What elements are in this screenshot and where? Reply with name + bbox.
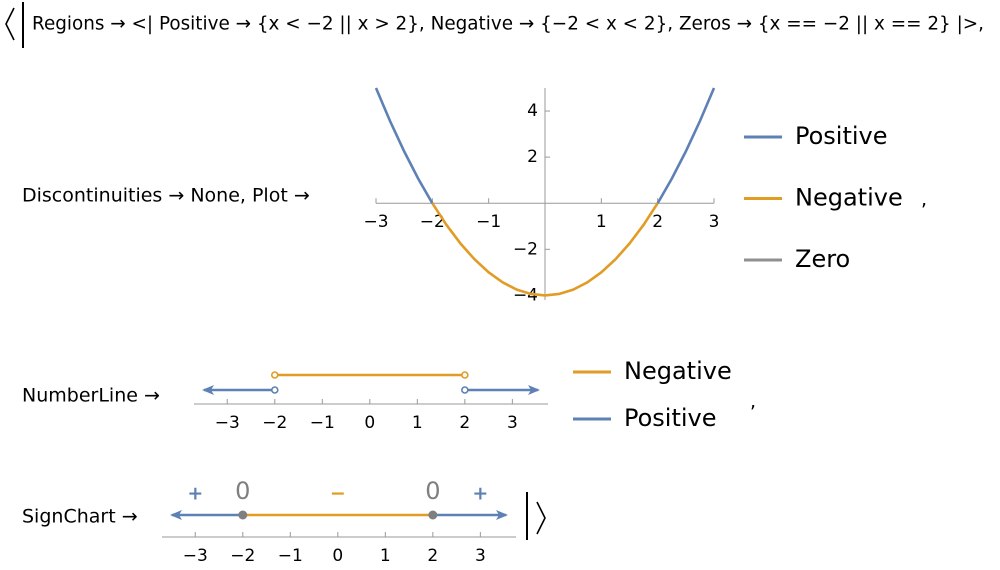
x-tick-label: −2 xyxy=(262,413,287,433)
legend-label: Positive xyxy=(795,122,888,150)
regions-line: Regions → <| Positive → {x < −2 || x > 2… xyxy=(32,13,984,35)
legend-label: Positive xyxy=(624,404,717,432)
y-tick-label: −2 xyxy=(513,239,538,259)
x-tick-label: −1 xyxy=(310,413,335,433)
sign-label: + xyxy=(472,483,488,505)
y-tick-label: 2 xyxy=(527,147,538,167)
open-end xyxy=(461,386,469,394)
x-tick-label: 1 xyxy=(380,546,391,566)
x-tick-label: 3 xyxy=(507,413,518,433)
arrow-head xyxy=(202,385,214,395)
separator: , xyxy=(921,189,927,211)
x-tick-label: −3 xyxy=(183,546,208,566)
x-tick-label: 3 xyxy=(475,546,486,566)
sign-label: − xyxy=(330,483,346,505)
x-tick-label: 0 xyxy=(332,546,343,566)
y-tick-label: 4 xyxy=(527,101,538,121)
zero-label: 0 xyxy=(235,477,250,505)
numberline-label: NumberLine → xyxy=(22,385,160,407)
open-end xyxy=(270,371,279,379)
x-tick-label: −2 xyxy=(230,546,255,566)
x-tick-label: −2 xyxy=(420,212,445,232)
arrow-head xyxy=(496,510,508,520)
x-tick-label: 0 xyxy=(364,413,375,433)
zero-label: 0 xyxy=(425,477,440,505)
curve xyxy=(431,202,659,297)
close-angle xyxy=(536,501,546,535)
x-tick-label: 1 xyxy=(412,413,423,433)
x-tick-label: 2 xyxy=(459,413,470,433)
x-tick-label: −1 xyxy=(278,546,303,566)
legend-label: Negative xyxy=(795,184,903,212)
x-tick-label: 3 xyxy=(709,212,720,232)
sign-label: + xyxy=(187,483,203,505)
x-tick-label: 2 xyxy=(652,212,663,232)
x-tick-label: −3 xyxy=(363,212,388,232)
separator: , xyxy=(750,391,756,413)
legend-label: Negative xyxy=(624,357,732,385)
arrow-head xyxy=(170,510,182,520)
plot-label: Discontinuities → None, Plot → xyxy=(22,185,310,207)
x-tick-label: 1 xyxy=(596,212,607,232)
curve xyxy=(374,87,716,204)
x-tick-label: −3 xyxy=(215,413,240,433)
open-end xyxy=(270,386,279,394)
open-angle xyxy=(5,7,15,41)
open-end xyxy=(461,371,469,379)
x-tick-label: −1 xyxy=(476,212,501,232)
zero-point xyxy=(238,510,248,520)
x-tick-label: 2 xyxy=(427,546,438,566)
arrow-head xyxy=(528,385,540,395)
zero-point xyxy=(428,510,438,520)
signchart-label: SignChart → xyxy=(22,506,138,528)
legend-label: Zero xyxy=(795,245,850,273)
